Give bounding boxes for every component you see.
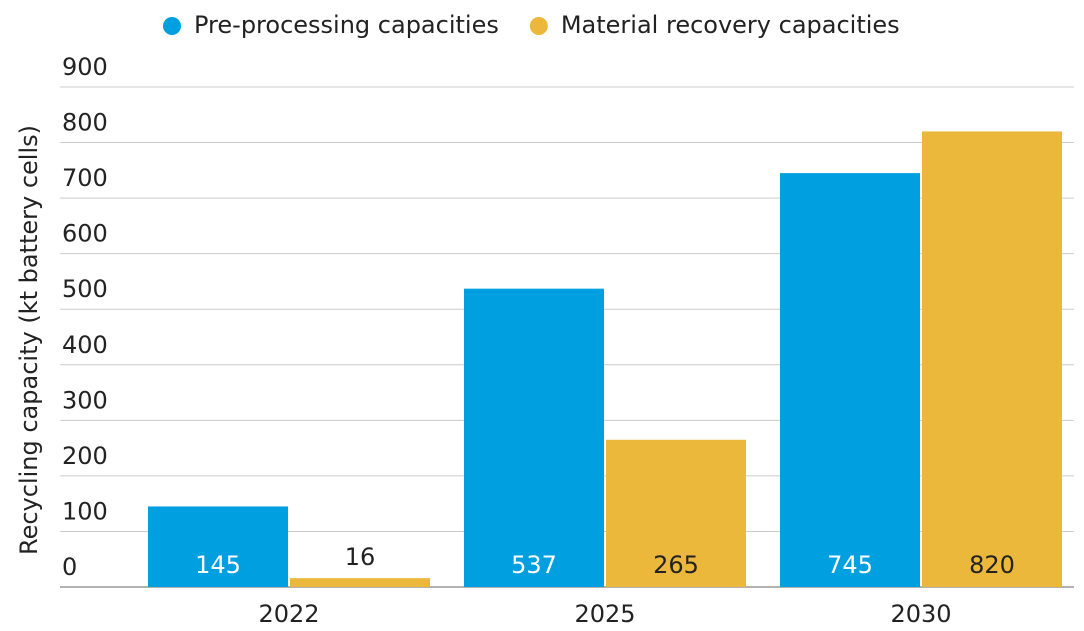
legend-label: Material recovery capacities (561, 11, 900, 39)
bar (780, 173, 920, 587)
bar (148, 506, 288, 587)
value-label: 145 (195, 551, 241, 579)
bar (606, 439, 746, 587)
y-axis-label: Recycling capacity (kt battery cells) (15, 125, 43, 555)
bar (290, 578, 430, 587)
y-tick-label: 400 (62, 331, 108, 359)
legend-label: Pre-processing capacities (194, 11, 499, 39)
value-label: 16 (345, 543, 376, 571)
y-tick-label: 700 (62, 164, 108, 192)
y-tick-label: 0 (62, 553, 77, 581)
value-label: 745 (827, 551, 873, 579)
y-tick-label: 800 (62, 109, 108, 137)
x-tick-label: 2025 (574, 600, 635, 628)
y-tick-label: 900 (62, 53, 108, 81)
value-label: 265 (653, 551, 699, 579)
y-tick-label: 100 (62, 497, 108, 525)
x-tick-label: 2030 (890, 600, 951, 628)
bar (922, 131, 1062, 587)
value-label: 820 (969, 551, 1015, 579)
value-label: 537 (511, 551, 557, 579)
bar (464, 288, 604, 587)
legend-marker (163, 17, 181, 35)
x-tick-label: 2022 (258, 600, 319, 628)
y-tick-label: 600 (62, 220, 108, 248)
y-tick-label: 500 (62, 275, 108, 303)
y-tick-label: 200 (62, 442, 108, 470)
legend-marker (529, 17, 548, 35)
y-tick-label: 300 (62, 386, 108, 414)
